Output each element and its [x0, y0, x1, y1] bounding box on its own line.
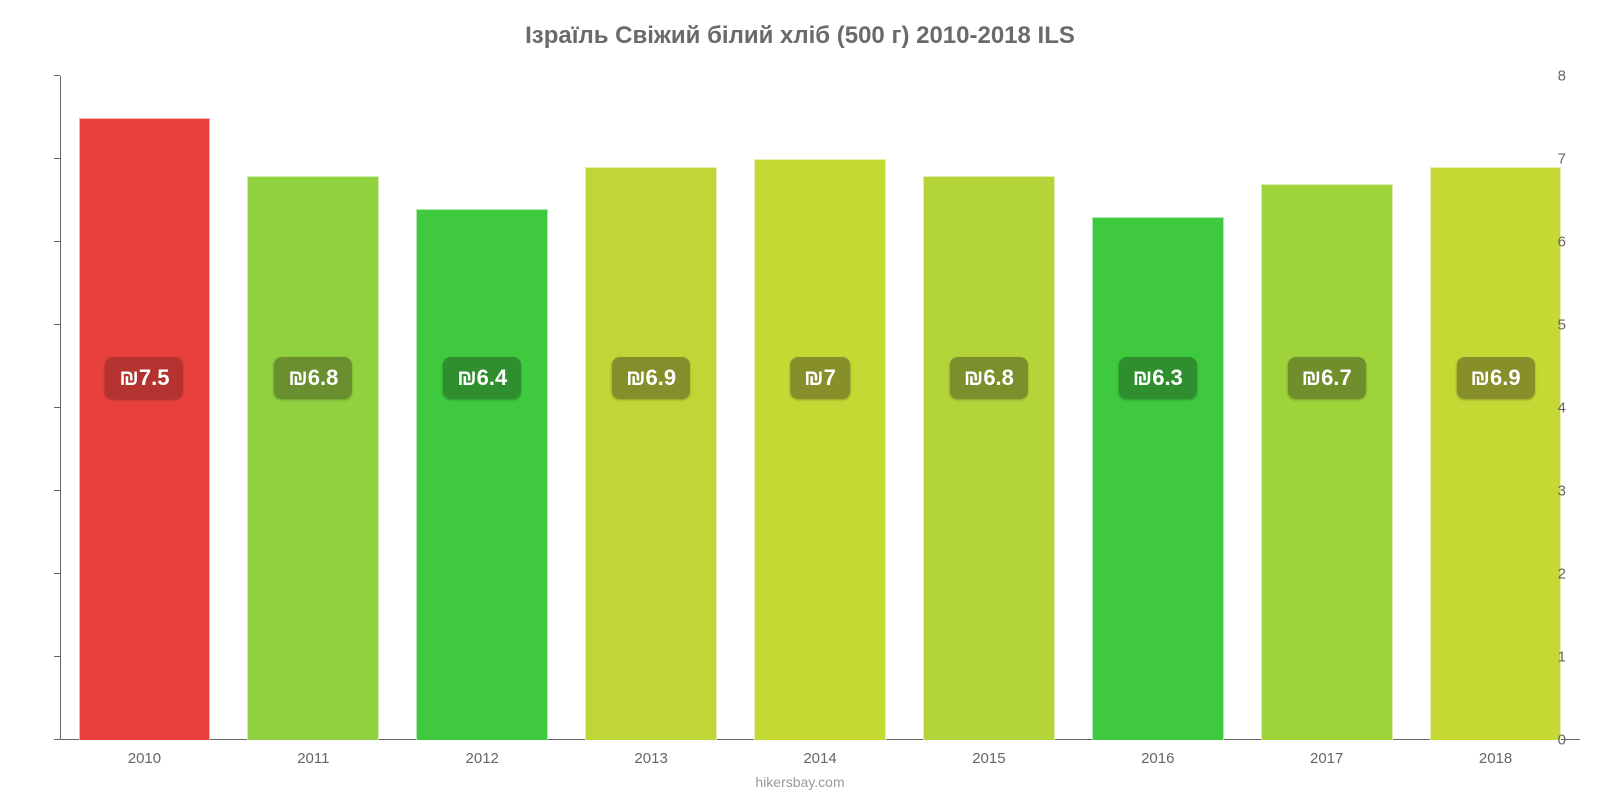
y-tick-mark [54, 324, 60, 325]
x-tick-label: 2012 [466, 750, 499, 767]
bar-slot: ₪6.72017 [1242, 76, 1411, 740]
bar: ₪6.3 [1092, 217, 1224, 740]
bars-group: ₪7.52010₪6.82011₪6.42012₪6.92013₪72014₪6… [60, 76, 1580, 740]
bar: ₪6.9 [585, 167, 717, 740]
bar-slot: ₪6.92018 [1411, 76, 1580, 740]
bar: ₪7.5 [79, 118, 211, 741]
y-tick-mark [54, 490, 60, 491]
value-badge: ₪6.9 [612, 357, 690, 399]
y-tick-mark [54, 75, 60, 76]
x-tick-label: 2017 [1310, 750, 1343, 767]
chart-title: Ізраїль Свіжий білий хліб (500 г) 2010-2… [0, 0, 1600, 50]
x-tick-label: 2013 [634, 750, 667, 767]
x-tick-label: 2018 [1479, 750, 1512, 767]
bar-slot: ₪6.92013 [567, 76, 736, 740]
y-tick-label: 7 [1558, 151, 1566, 168]
bar-slot: ₪6.32016 [1073, 76, 1242, 740]
y-tick-mark [54, 739, 60, 740]
bar-slot: ₪72014 [736, 76, 905, 740]
bar: ₪6.8 [923, 176, 1055, 740]
bar: ₪6.7 [1261, 184, 1393, 740]
value-badge: ₪7.5 [105, 357, 183, 399]
y-tick-label: 4 [1558, 400, 1566, 417]
y-tick-label: 3 [1558, 483, 1566, 500]
y-tick-mark [54, 407, 60, 408]
y-tick-mark [54, 656, 60, 657]
value-badge: ₪6.7 [1288, 357, 1366, 399]
value-badge: ₪6.8 [274, 357, 352, 399]
y-tick-label: 1 [1558, 649, 1566, 666]
y-tick-label: 5 [1558, 317, 1566, 334]
y-tick-mark [54, 573, 60, 574]
value-badge: ₪6.3 [1119, 357, 1197, 399]
bar: ₪6.4 [416, 209, 548, 740]
y-tick-label: 6 [1558, 234, 1566, 251]
bar-slot: ₪6.82011 [229, 76, 398, 740]
x-tick-label: 2014 [803, 750, 836, 767]
y-tick-label: 2 [1558, 566, 1566, 583]
value-badge: ₪7 [790, 357, 850, 399]
bar-slot: ₪7.52010 [60, 76, 229, 740]
y-tick-mark [54, 158, 60, 159]
plot-area: ₪7.52010₪6.82011₪6.42012₪6.92013₪72014₪6… [60, 76, 1580, 740]
y-tick-mark [54, 241, 60, 242]
x-tick-label: 2010 [128, 750, 161, 767]
value-badge: ₪6.9 [1457, 357, 1535, 399]
x-tick-label: 2011 [297, 750, 329, 767]
attribution-text: hikersbay.com [755, 774, 844, 790]
bar-slot: ₪6.42012 [398, 76, 567, 740]
value-badge: ₪6.4 [443, 357, 521, 399]
y-tick-label: 0 [1558, 732, 1566, 749]
x-tick-label: 2016 [1141, 750, 1174, 767]
bar: ₪7 [754, 159, 886, 740]
bar: ₪6.8 [247, 176, 379, 740]
y-tick-label: 8 [1558, 68, 1566, 85]
bar: ₪6.9 [1430, 167, 1562, 740]
x-tick-label: 2015 [972, 750, 1005, 767]
bar-slot: ₪6.82015 [904, 76, 1073, 740]
chart-container: Ізраїль Свіжий білий хліб (500 г) 2010-2… [0, 0, 1600, 800]
value-badge: ₪6.8 [950, 357, 1028, 399]
